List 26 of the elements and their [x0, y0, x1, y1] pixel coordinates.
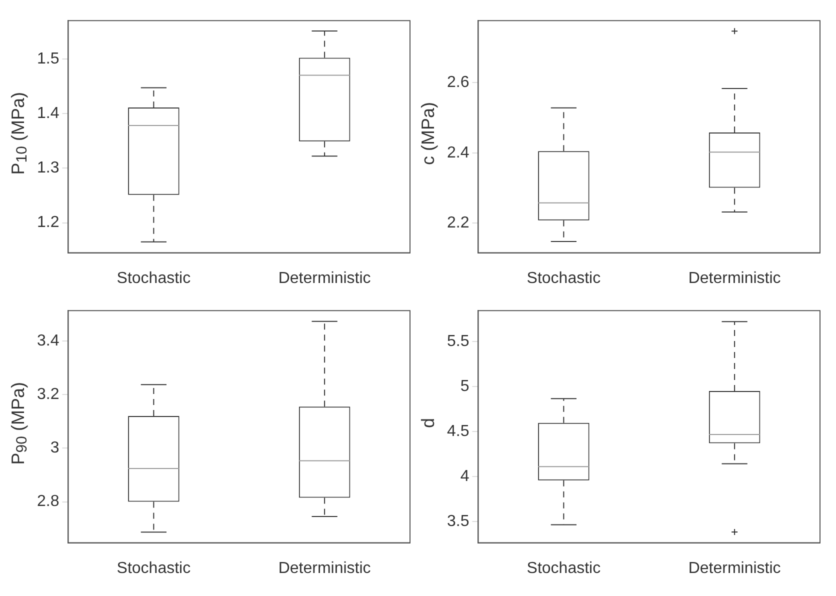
x-tick-label: Stochastic	[116, 560, 191, 577]
y-tick-label: 2.8	[36, 493, 60, 510]
x-tick-label: Deterministic	[278, 560, 371, 577]
y-tick-label: 5	[460, 378, 470, 395]
y-tick-label: 2.6	[446, 74, 470, 91]
y-tick-label: 1.4	[36, 104, 60, 122]
x-tick-label: Stochastic	[116, 270, 191, 287]
y-axis-title: d	[418, 418, 439, 428]
y-tick-label: 2.2	[446, 214, 470, 232]
y-tick-label: 1.3	[36, 160, 60, 177]
y-tick-label: 3.5	[446, 512, 470, 530]
x-tick-label: Deterministic	[688, 560, 781, 577]
y-axis-title: c (MPa)	[418, 102, 439, 164]
y-tick-label: 1.5	[36, 50, 60, 68]
x-tick-label: Stochastic	[526, 270, 601, 287]
x-tick-label: Deterministic	[688, 270, 781, 287]
y-tick-label: 3	[50, 440, 60, 457]
x-tick-label: Deterministic	[278, 270, 371, 287]
y-tick-label: 5.5	[446, 332, 470, 350]
x-tick-label: Stochastic	[526, 560, 601, 577]
y-tick-label: 2.4	[446, 144, 470, 162]
y-tick-label: 4.5	[446, 422, 470, 440]
y-tick-label: 4	[460, 468, 470, 485]
y-tick-label: 1.2	[36, 214, 60, 232]
y-tick-label: 3.2	[36, 386, 60, 403]
y-tick-label: 3.4	[36, 332, 60, 350]
